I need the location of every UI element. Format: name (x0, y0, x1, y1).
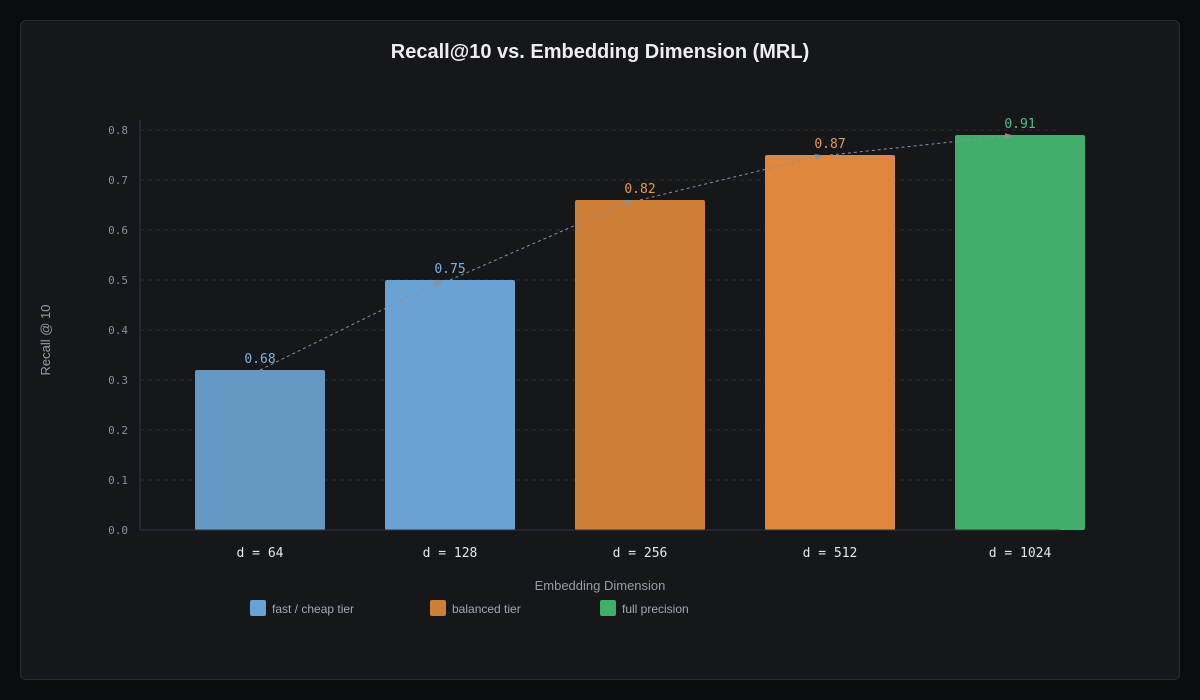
y-tick-label: 0.6 (108, 224, 128, 237)
x-axis-ticks: d = 64 d = 128 d = 256 d = 512 d = 1024 (237, 546, 1052, 561)
y-tick-label: 0.3 (108, 374, 128, 387)
y-tick-label: 0.8 (108, 124, 128, 137)
bars (195, 135, 1085, 530)
x-tick-label: d = 512 (803, 546, 858, 561)
trend-line (259, 133, 1013, 371)
chart-title: Recall@10 vs. Embedding Dimension (MRL) (391, 41, 809, 63)
bar (385, 280, 515, 530)
bar (195, 370, 325, 530)
bar (765, 155, 895, 530)
legend-swatch (600, 600, 616, 616)
x-tick-label: d = 64 (237, 546, 284, 561)
bar (955, 135, 1085, 530)
bar-value-label: 0.75 (434, 262, 465, 277)
x-tick-label: d = 1024 (989, 546, 1052, 561)
y-tick-label: 0.1 (108, 474, 128, 487)
y-tick-label: 0.0 (108, 524, 128, 537)
y-tick-label: 0.4 (108, 324, 128, 337)
y-tick-label: 0.5 (108, 274, 128, 287)
bar-value-label: 0.82 (624, 182, 655, 197)
y-axis-label: Recall @ 10 (38, 304, 53, 375)
y-tick-label: 0.7 (108, 174, 128, 187)
legend-swatch (250, 600, 266, 616)
bar-value-label: 0.68 (244, 352, 275, 367)
bar-value-label: 0.91 (1004, 117, 1035, 132)
trend-segment (259, 280, 443, 371)
trend-segment (639, 154, 823, 201)
x-axis-label: Embedding Dimension (535, 578, 666, 593)
bar-value-labels: 0.68 0.75 0.82 0.87 0.91 (244, 117, 1035, 367)
legend-swatch (430, 600, 446, 616)
legend: fast / cheap tier balanced tier full preci… (250, 600, 689, 616)
trend-segment (829, 133, 1013, 156)
legend-label: balanced tier (452, 602, 521, 616)
bar (575, 200, 705, 530)
legend-label: fast / cheap tier (272, 602, 354, 616)
legend-label: full precision (622, 602, 689, 616)
y-axis-ticks: 0.0 0.1 0.2 0.3 0.4 0.5 0.6 0.7 0.8 (108, 124, 128, 537)
y-tick-label: 0.2 (108, 424, 128, 437)
bar-value-label: 0.87 (814, 137, 845, 152)
x-tick-label: d = 128 (423, 546, 478, 561)
x-tick-label: d = 256 (613, 546, 668, 561)
